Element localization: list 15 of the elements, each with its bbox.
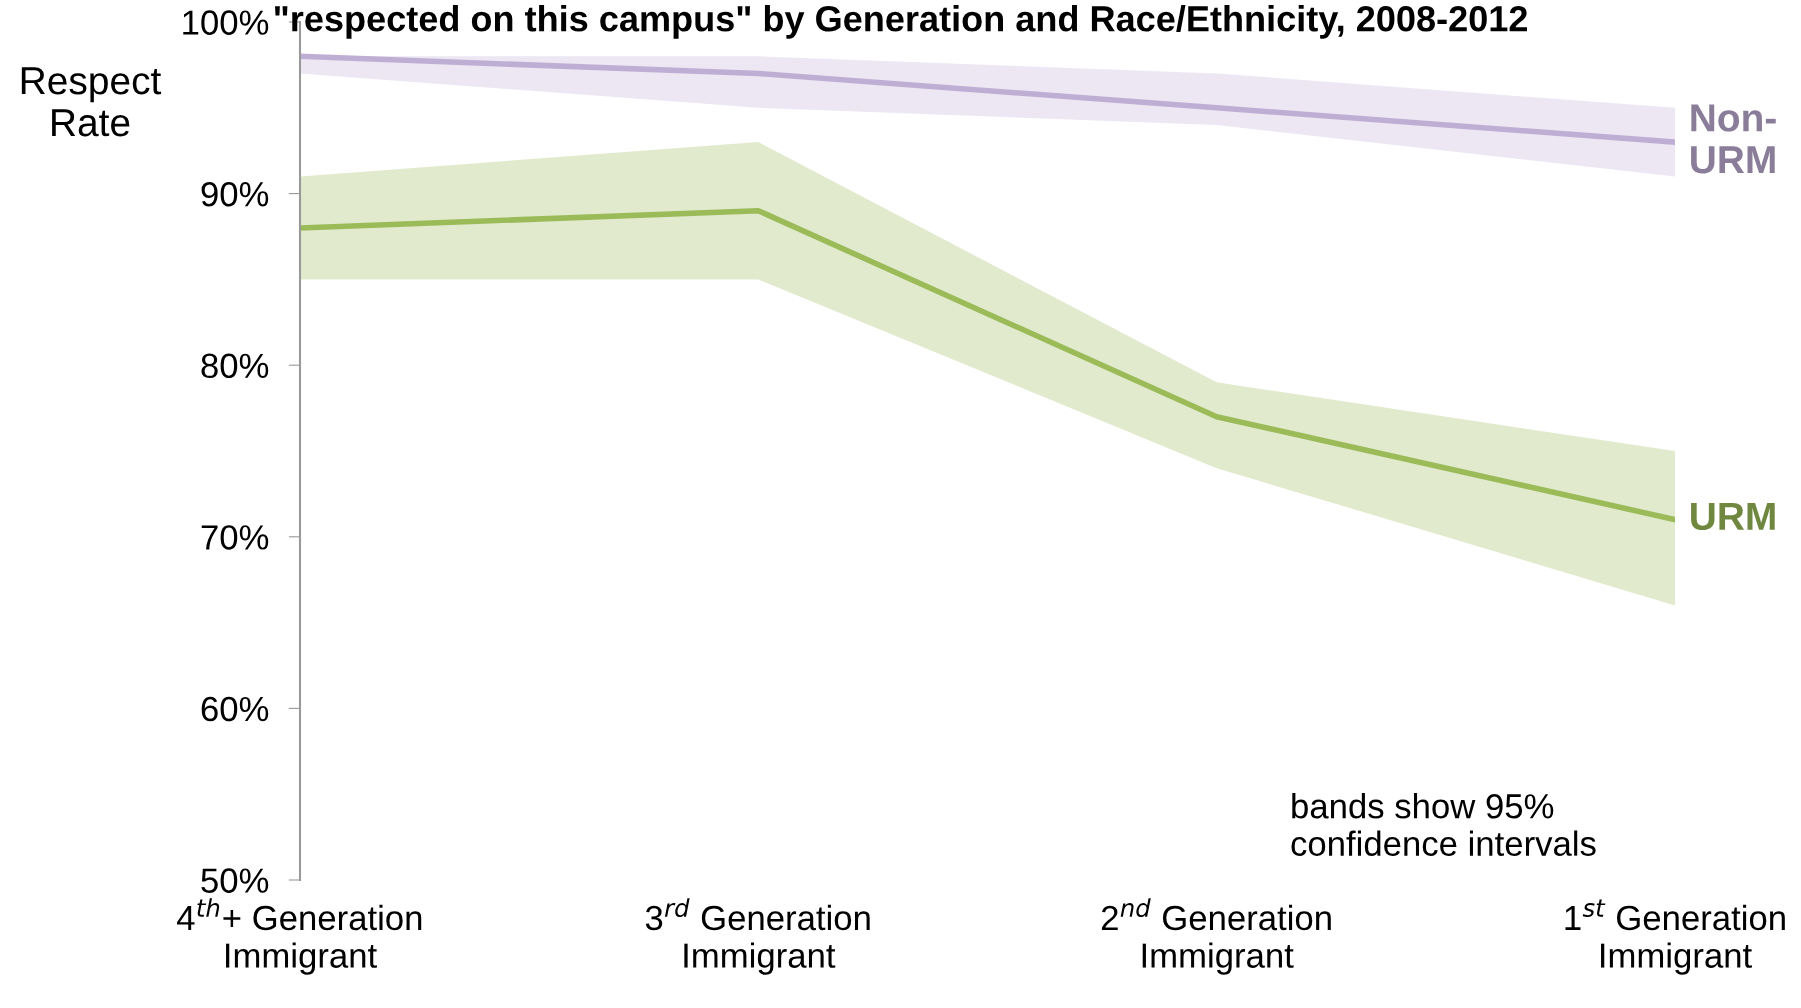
annotation: bands show 95% confidence intervals [1291,793,1596,856]
series-label: URM [1691,502,1775,531]
chart-title: "respected on this campus" by Generation and Race/Ethnicity, 2008-2012 [275,5,1527,39]
y-tick-label: 60% [201,696,269,722]
y-tick-label: 90% [201,181,269,207]
y-tick-label: 70% [201,525,269,550]
x-tick-label: 1$^{st}$ Generation Immigrant [1565,899,1785,975]
y-tick-label: 100% [183,10,269,35]
x-tick-label: 3$^{rd}$ Generation Immigrant [645,898,870,975]
x-tick-label: 4$^{th}$+ Generation Immigrant [177,898,422,975]
x-tick-label: 2$^{nd}$ Generation Immigrant [1101,898,1331,975]
series-label: Non- URM [1691,104,1776,174]
y-tick-label: 80% [201,353,269,379]
y-tick-label: 50% [201,868,269,893]
y-axis-title: Respect Rate [21,67,162,137]
